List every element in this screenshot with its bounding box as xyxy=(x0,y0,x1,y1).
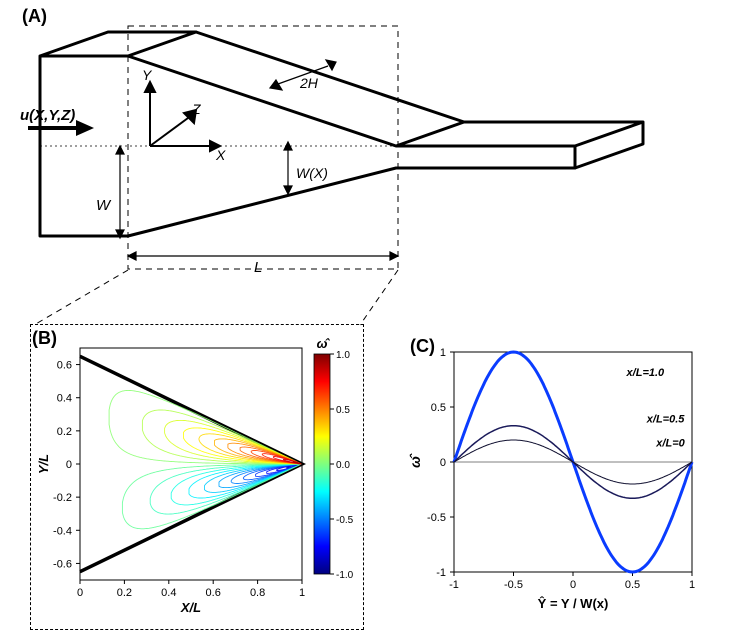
panel-b-svg: 0 0.2 0.4 0.6 0.8 1 -0.6 -0.4 -0.2 0 0.2 0.4 0.6 X/L Y… xyxy=(30,324,362,628)
w-label: W xyxy=(96,197,112,214)
velocity-label: u(X,Y,Z) xyxy=(20,107,75,124)
channel-thin-lines xyxy=(128,32,643,146)
svg-text:0.0: 0.0 xyxy=(336,460,350,471)
svg-text:1.0: 1.0 xyxy=(336,350,350,361)
l-measure xyxy=(128,252,398,260)
svg-text:-1.0: -1.0 xyxy=(336,570,354,581)
svg-text:0.5: 0.5 xyxy=(625,579,640,591)
panel-c-svg: -1 -0.5 0 0.5 1 -1 -0.5 0 0.5 1 Ŷ = Y / W(x) ω̂ x/L=… xyxy=(400,334,720,624)
axis-x: X xyxy=(215,147,226,163)
svg-text:0.2: 0.2 xyxy=(117,587,132,599)
wx-measure xyxy=(284,142,292,194)
svg-text:0.4: 0.4 xyxy=(161,587,176,599)
svg-text:x/L=1.0: x/L=1.0 xyxy=(626,367,665,379)
svg-text:0.5: 0.5 xyxy=(431,402,446,414)
l-label: L xyxy=(254,259,262,276)
svg-text:0.6: 0.6 xyxy=(206,587,221,599)
svg-text:0: 0 xyxy=(570,579,576,591)
svg-text:ω̂: ω̂ xyxy=(317,336,331,351)
svg-text:-1: -1 xyxy=(436,567,446,579)
svg-text:0: 0 xyxy=(66,459,72,471)
svg-text:-0.5: -0.5 xyxy=(336,515,354,526)
axis-z: Z xyxy=(191,101,201,117)
w-measure xyxy=(116,146,124,238)
axis-y: Y xyxy=(142,67,153,83)
svg-text:1: 1 xyxy=(299,587,305,599)
svg-text:1: 1 xyxy=(440,347,446,359)
svg-text:X/L: X/L xyxy=(180,600,201,615)
svg-text:-0.6: -0.6 xyxy=(53,558,72,570)
svg-text:Ŷ = Y / W(x): Ŷ = Y / W(x) xyxy=(538,596,609,611)
svg-text:x/L=0.5: x/L=0.5 xyxy=(646,413,685,425)
svg-text:x/L=0: x/L=0 xyxy=(655,438,685,450)
svg-text:-0.5: -0.5 xyxy=(427,512,446,524)
svg-text:-0.2: -0.2 xyxy=(53,492,72,504)
svg-text:0: 0 xyxy=(77,587,83,599)
svg-text:-1: -1 xyxy=(449,579,459,591)
figure: (A) xyxy=(0,0,737,642)
2h-label: 2H xyxy=(299,75,319,91)
channel-3d xyxy=(40,10,643,236)
svg-text:0: 0 xyxy=(440,457,446,469)
svg-text:ω̂: ω̂ xyxy=(407,453,423,468)
svg-text:0.2: 0.2 xyxy=(57,426,72,438)
dashed-rect xyxy=(128,26,398,269)
svg-text:-0.4: -0.4 xyxy=(53,525,72,537)
svg-text:-0.5: -0.5 xyxy=(504,579,523,591)
panel-a-svg: u(X,Y,Z) X Y Z W(X) W xyxy=(20,10,720,290)
svg-text:Y/L: Y/L xyxy=(36,454,51,474)
svg-text:0.6: 0.6 xyxy=(57,360,72,372)
wx-label: W(X) xyxy=(296,165,328,181)
axes xyxy=(145,82,220,151)
svg-text:0.5: 0.5 xyxy=(336,405,350,416)
svg-text:0.8: 0.8 xyxy=(250,587,265,599)
svg-text:1: 1 xyxy=(689,579,695,591)
svg-text:0.4: 0.4 xyxy=(57,393,72,405)
